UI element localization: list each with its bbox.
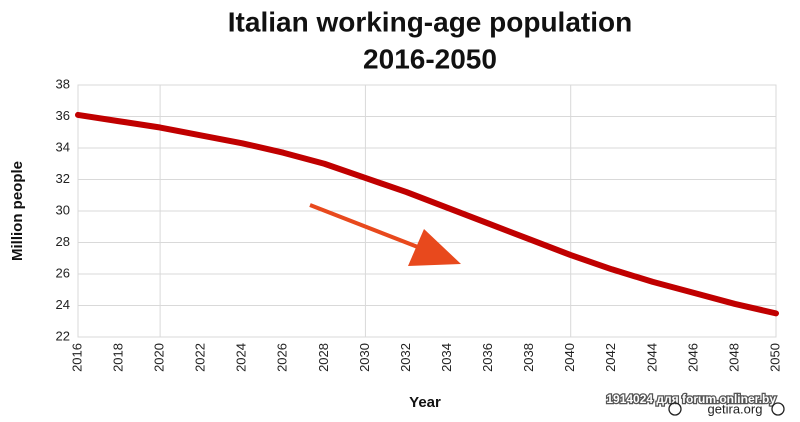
- plot-area: 22 24 26 28 30 32 34 36 38 2016 2018 2020 2022 2024 20…: [56, 76, 783, 371]
- x-tick-label: 2050: [767, 343, 782, 372]
- x-tick-label: 2038: [521, 343, 536, 372]
- y-tick-label: 28: [56, 234, 70, 249]
- x-tick-label: 2024: [234, 343, 249, 372]
- arrow-shaft: [309, 203, 429, 253]
- chart-title: Italian working-age population: [228, 6, 632, 37]
- x-tick-label: 2032: [398, 343, 413, 372]
- x-tick-label: 2036: [480, 343, 495, 372]
- arrow-head: [408, 229, 461, 266]
- y-tick-label: 24: [56, 297, 70, 312]
- chart-title: 2016-2050: [363, 43, 497, 74]
- x-tick-label: 2044: [644, 343, 659, 372]
- y-tick-label: 34: [56, 139, 70, 154]
- x-tick-label: 2048: [726, 343, 741, 372]
- watermark: 1914024 для forum.onliner.by: [606, 392, 776, 406]
- x-tick-label: 2018: [110, 343, 125, 372]
- x-tick-label: 2042: [603, 343, 618, 372]
- x-tick-label: 2046: [685, 343, 700, 372]
- y-axis-title: Million people: [9, 161, 26, 261]
- y-tick-label: 36: [56, 108, 70, 123]
- y-tick-label: 26: [56, 265, 70, 280]
- copyright-icon: [668, 402, 682, 416]
- x-axis-title: Year: [409, 394, 441, 411]
- y-tick-label: 30: [56, 202, 70, 217]
- x-tick-label: 2040: [562, 343, 577, 372]
- x-tick-label: 2016: [69, 343, 84, 372]
- x-tick-label: 2026: [275, 343, 290, 372]
- source: getira.org: [708, 401, 763, 416]
- x-tick-label: 2022: [193, 343, 208, 372]
- y-tick-label: 32: [56, 171, 70, 186]
- trend-arrow: [309, 203, 461, 266]
- x-tick-label: 2034: [439, 343, 454, 372]
- data-line: [75, 111, 779, 317]
- x-tick-label: 2020: [152, 343, 167, 372]
- x-tick-label: 2030: [357, 343, 372, 372]
- cc-icon: [771, 402, 785, 416]
- y-tick-label: 38: [56, 76, 70, 91]
- x-tick-label: 2028: [316, 343, 331, 372]
- y-tick-label: 22: [56, 328, 70, 343]
